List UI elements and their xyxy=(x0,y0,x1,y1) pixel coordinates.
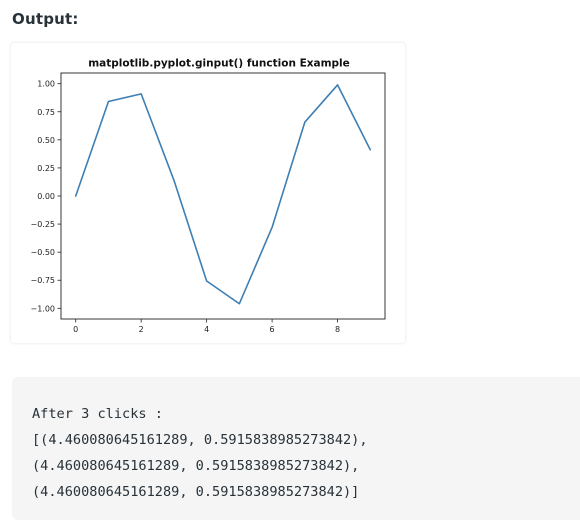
x-tick-label: 6 xyxy=(270,325,275,334)
series-line-0 xyxy=(74,84,372,305)
chart-title: matplotlib.pyplot.ginput() function Exam… xyxy=(88,58,350,70)
y-tick-label: 1.00 xyxy=(37,80,55,89)
y-tick-label: −0.75 xyxy=(30,276,55,285)
y-tick-label: 0.25 xyxy=(37,164,55,173)
y-tick-label: 0.75 xyxy=(37,108,55,117)
console-line: After 3 clicks : xyxy=(32,406,163,422)
x-tick-label: 8 xyxy=(335,325,340,334)
y-tick-label: −1.00 xyxy=(30,304,55,313)
y-tick-label: −0.50 xyxy=(30,248,55,257)
y-tick-label: 0.50 xyxy=(37,136,55,145)
plot-frame xyxy=(60,72,386,320)
y-tick-label: 0.00 xyxy=(37,192,55,201)
line-chart: matplotlib.pyplot.ginput() function Exam… xyxy=(30,58,386,334)
console-output: After 3 clicks : [(4.460080645161289, 0.… xyxy=(12,377,580,520)
plot-figure: matplotlib.pyplot.ginput() function Exam… xyxy=(11,43,405,343)
y-tick-label: −0.25 xyxy=(30,220,55,229)
console-line: (4.460080645161289, 0.5915838985273842), xyxy=(32,458,360,474)
x-tick-label: 4 xyxy=(204,325,209,334)
console-line: (4.460080645161289, 0.5915838985273842)] xyxy=(32,484,360,500)
output-heading: Output: xyxy=(12,10,79,28)
console-line: [(4.460080645161289, 0.5915838985273842)… xyxy=(32,432,368,448)
x-tick-label: 2 xyxy=(139,325,144,334)
x-tick-label: 0 xyxy=(73,325,78,334)
